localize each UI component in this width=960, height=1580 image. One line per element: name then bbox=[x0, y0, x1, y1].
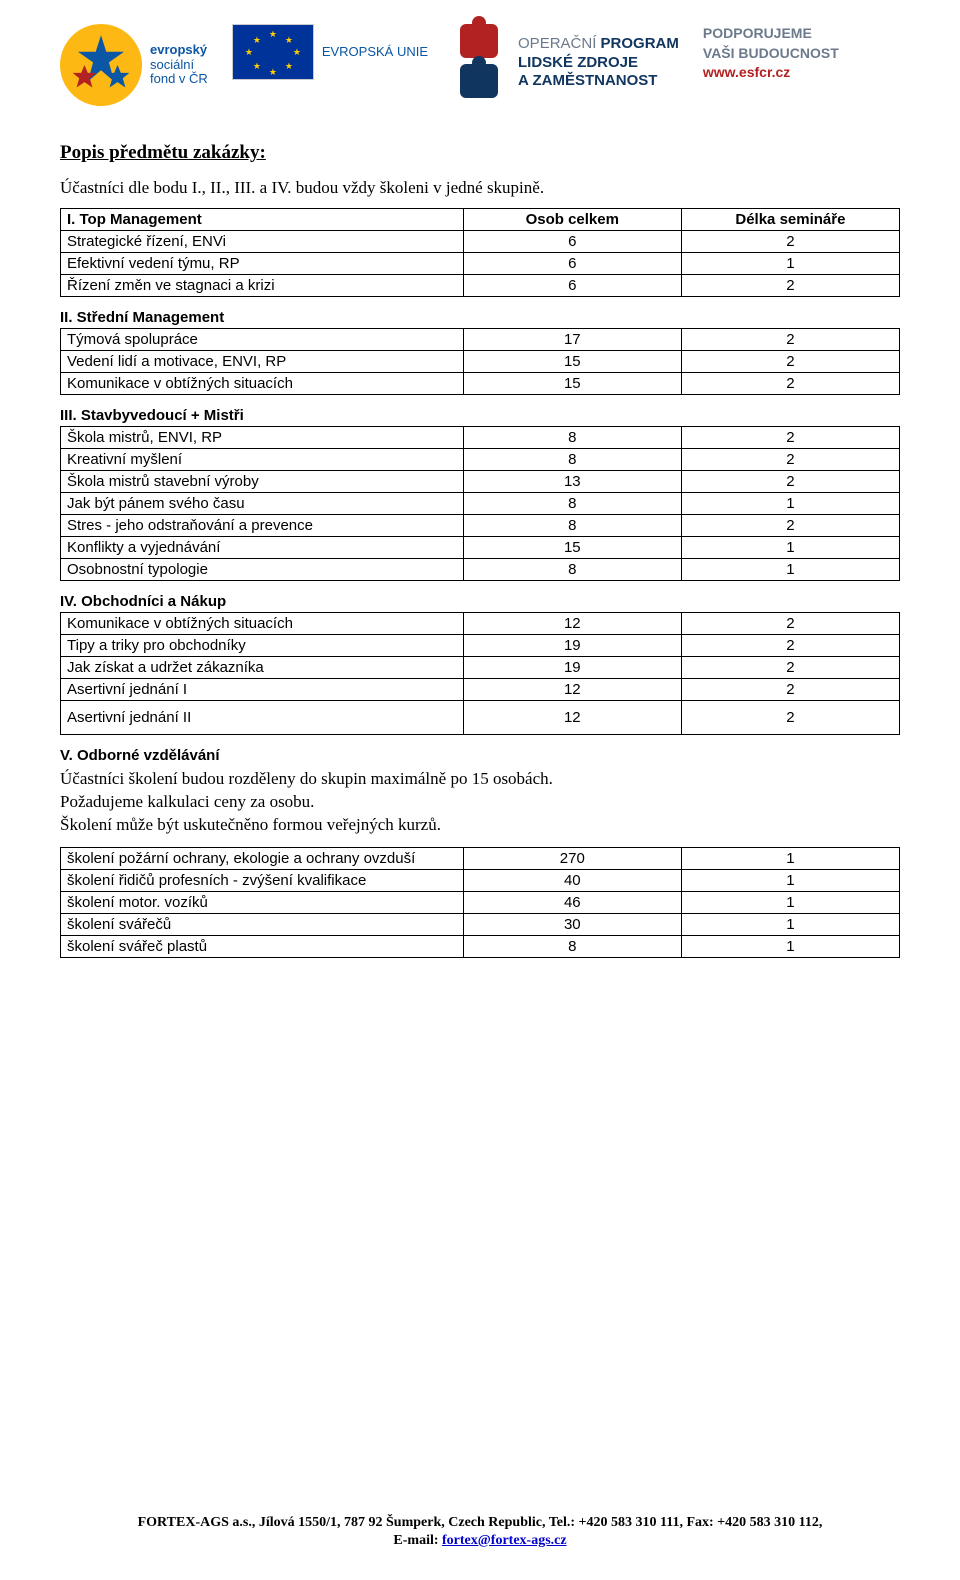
table-row: Komunikace v obtížných situacích122 bbox=[61, 613, 900, 635]
esf-line2: sociální bbox=[150, 58, 208, 73]
support-l2: VAŠI BUDOUCNOST bbox=[703, 44, 839, 64]
logo-esf: evropský sociální fond v ČR bbox=[60, 24, 208, 106]
footer-line-2: E-mail: fortex@fortex-ags.cz bbox=[0, 1532, 960, 1550]
table-section-4: Komunikace v obtížných situacích122 Tipy… bbox=[60, 612, 900, 735]
esf-text: evropský sociální fond v ČR bbox=[150, 43, 208, 88]
support-url: www.esfcr.cz bbox=[703, 63, 839, 83]
table-row: Asertivní jednání II122 bbox=[61, 701, 900, 735]
puzzle-icon bbox=[452, 24, 508, 102]
s5-line-1: Účastníci školení budou rozděleny do sku… bbox=[60, 768, 900, 791]
table-row: Tipy a triky pro obchodníky192 bbox=[61, 635, 900, 657]
table-row: Jak získat a udržet zákazníka192 bbox=[61, 657, 900, 679]
header-logo-row: evropský sociální fond v ČR ★ ★ ★ ★ ★ ★ … bbox=[60, 24, 900, 106]
esf-line3: fond v ČR bbox=[150, 72, 208, 87]
table-row: školení řidičů profesních - zvýšení kval… bbox=[61, 869, 900, 891]
table-section-2: Týmová spolupráce172 Vedení lidí a motiv… bbox=[60, 328, 900, 395]
table-section-1: I. Top Management Osob celkem Délka semi… bbox=[60, 208, 900, 297]
table-row: Týmová spolupráce172 bbox=[61, 329, 900, 351]
oplzz-l3: A ZAMĚSTNANOST bbox=[518, 72, 679, 91]
eu-text: EVROPSKÁ UNIE bbox=[322, 45, 428, 60]
section-5-title: V. Odborné vzdělávání bbox=[60, 747, 900, 764]
table-row: Konflikty a vyjednávání151 bbox=[61, 537, 900, 559]
footer-email-prefix: E-mail: bbox=[393, 1533, 442, 1548]
table-row: školení svářeč plastů81 bbox=[61, 935, 900, 957]
table-section-5: školení požární ochrany, ekologie a ochr… bbox=[60, 847, 900, 958]
table-row: školení motor. vozíků461 bbox=[61, 891, 900, 913]
s5-line-3: Školení může být uskutečněno formou veře… bbox=[60, 814, 900, 837]
table-section-3: Škola mistrů, ENVI, RP82 Kreativní myšle… bbox=[60, 426, 900, 581]
logo-support: PODPORUJEME VAŠI BUDOUCNOST www.esfcr.cz bbox=[703, 24, 839, 83]
table-row: Asertivní jednání I122 bbox=[61, 679, 900, 701]
eu-flag-icon: ★ ★ ★ ★ ★ ★ ★ ★ bbox=[232, 24, 314, 80]
table-row: Osobnostní typologie81 bbox=[61, 559, 900, 581]
logo-eu: ★ ★ ★ ★ ★ ★ ★ ★ EVROPSKÁ UNIE bbox=[232, 24, 428, 80]
page-footer: FORTEX-AGS a.s., Jílová 1550/1, 787 92 Š… bbox=[0, 1514, 960, 1550]
table-row: školení požární ochrany, ekologie a ochr… bbox=[61, 847, 900, 869]
col-delka: Délka semináře bbox=[681, 209, 899, 231]
section-4-title: IV. Obchodníci a Nákup bbox=[60, 593, 900, 610]
table-row: Komunikace v obtížných situacích152 bbox=[61, 373, 900, 395]
intro-text: Účastníci dle bodu I., II., III. a IV. b… bbox=[60, 178, 900, 198]
table-row: Jak být pánem svého času81 bbox=[61, 493, 900, 515]
oplzz-l2: LIDSKÉ ZDROJE bbox=[518, 54, 679, 73]
section-3-title: III. Stavbyvedoucí + Mistři bbox=[60, 407, 900, 424]
oplzz-l1b: PROGRAM bbox=[601, 35, 679, 52]
logo-oplzz: OPERAČNÍ PROGRAM LIDSKÉ ZDROJE A ZAMĚSTN… bbox=[452, 24, 679, 102]
section-5-text: Účastníci školení budou rozděleny do sku… bbox=[60, 768, 900, 837]
table-row: Řízení změn ve stagnaci a krizi62 bbox=[61, 275, 900, 297]
oplzz-l1: OPERAČNÍ bbox=[518, 35, 596, 52]
table-row: Stres - jeho odstraňování a prevence82 bbox=[61, 515, 900, 537]
section-1-title: I. Top Management bbox=[61, 209, 464, 231]
table-row: Škola mistrů, ENVI, RP82 bbox=[61, 427, 900, 449]
table-row: Efektivní vedení týmu, RP61 bbox=[61, 253, 900, 275]
table-row: Vedení lidí a motivace, ENVI, RP152 bbox=[61, 351, 900, 373]
s5-line-2: Požadujeme kalkulaci ceny za osobu. bbox=[60, 791, 900, 814]
table-row: školení svářečů301 bbox=[61, 913, 900, 935]
table-row: Kreativní myšlení82 bbox=[61, 449, 900, 471]
page-title: Popis předmětu zakázky: bbox=[60, 142, 900, 164]
oplzz-text: OPERAČNÍ PROGRAM LIDSKÉ ZDROJE A ZAMĚSTN… bbox=[518, 35, 679, 91]
esf-star-icon bbox=[60, 24, 142, 106]
esf-line1: evropský bbox=[150, 43, 208, 58]
footer-line-1: FORTEX-AGS a.s., Jílová 1550/1, 787 92 Š… bbox=[0, 1514, 960, 1532]
footer-email: fortex@fortex-ags.cz bbox=[442, 1533, 567, 1548]
support-l1: PODPORUJEME bbox=[703, 24, 839, 44]
col-osob: Osob celkem bbox=[463, 209, 681, 231]
section-2-title: II. Střední Management bbox=[60, 309, 900, 326]
table-row: Strategické řízení, ENVi62 bbox=[61, 231, 900, 253]
table-row: Škola mistrů stavební výroby132 bbox=[61, 471, 900, 493]
